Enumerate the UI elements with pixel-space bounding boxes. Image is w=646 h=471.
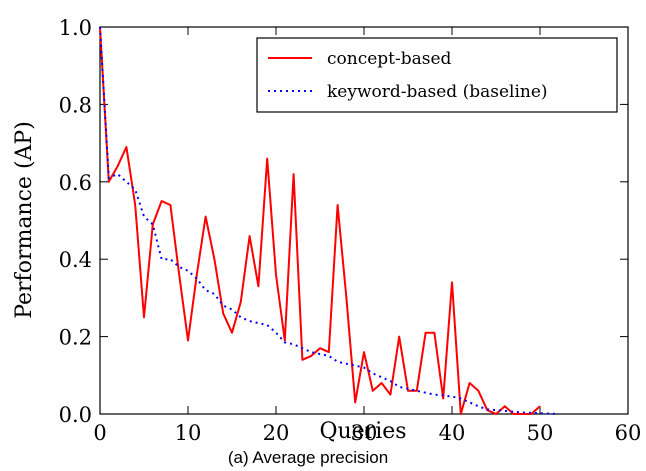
axis-ticks: 0 10 20 30 40 50 60 0.0 0.2 0.4 0.6 0.8 1.0 [59, 16, 642, 445]
y-axis-title: Performance (AP) [12, 121, 37, 319]
legend-label-keyword: keyword-based (baseline) [327, 82, 548, 102]
series-line-keyword-based [99, 26, 558, 415]
legend-box [256, 37, 618, 113]
x-tick-label: 50 [527, 421, 554, 445]
x-tick-label: 30 [351, 421, 378, 445]
series-lines [99, 26, 558, 415]
y-tick-label: 0.6 [59, 171, 92, 195]
y-tick-label: 0.8 [59, 93, 92, 117]
y-tick-label: 0.0 [59, 403, 92, 427]
y-tick-label: 0.2 [59, 326, 92, 350]
x-tick-label: 10 [175, 421, 202, 445]
x-tick-label: 20 [263, 421, 290, 445]
legend-label-concept: concept-based [327, 49, 452, 69]
y-tick-label: 1.0 [59, 16, 92, 40]
series-line-concept-based [99, 26, 541, 415]
x-tick-label: 40 [439, 421, 466, 445]
y-tick-label: 0.4 [59, 248, 92, 272]
x-tick-label: 0 [93, 421, 106, 445]
legend: concept-based keyword-based (baseline) [256, 37, 618, 113]
figure-caption: (a) Average precision [228, 448, 388, 467]
x-axis-title: Queries [319, 419, 406, 444]
x-tick-label: 60 [615, 421, 642, 445]
